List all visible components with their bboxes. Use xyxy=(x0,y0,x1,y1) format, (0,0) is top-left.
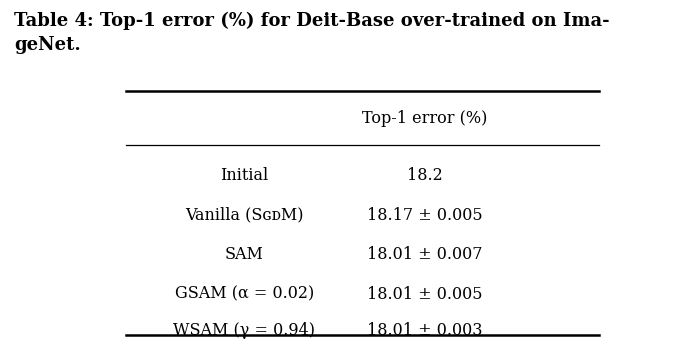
Text: Initial: Initial xyxy=(220,167,269,184)
Text: 18.01 ± 0.003: 18.01 ± 0.003 xyxy=(367,321,482,338)
Text: 18.01 ± 0.005: 18.01 ± 0.005 xyxy=(367,286,482,303)
Text: 18.01 ± 0.007: 18.01 ± 0.007 xyxy=(367,246,482,263)
Text: Table 4: Top-1 error (%) for Deit-Base over-trained on Ima-
geNet.: Table 4: Top-1 error (%) for Deit-Base o… xyxy=(14,12,609,54)
Text: SAM: SAM xyxy=(225,246,264,263)
Text: GSAM (α = 0.02): GSAM (α = 0.02) xyxy=(175,286,314,303)
Text: 18.17 ± 0.005: 18.17 ± 0.005 xyxy=(367,207,482,224)
Text: Vanilla (SɢᴅM): Vanilla (SɢᴅM) xyxy=(185,207,303,224)
Text: WSAM (γ = 0.94): WSAM (γ = 0.94) xyxy=(174,321,315,338)
Text: Top-1 error (%): Top-1 error (%) xyxy=(362,110,487,127)
Text: 18.2: 18.2 xyxy=(407,167,443,184)
